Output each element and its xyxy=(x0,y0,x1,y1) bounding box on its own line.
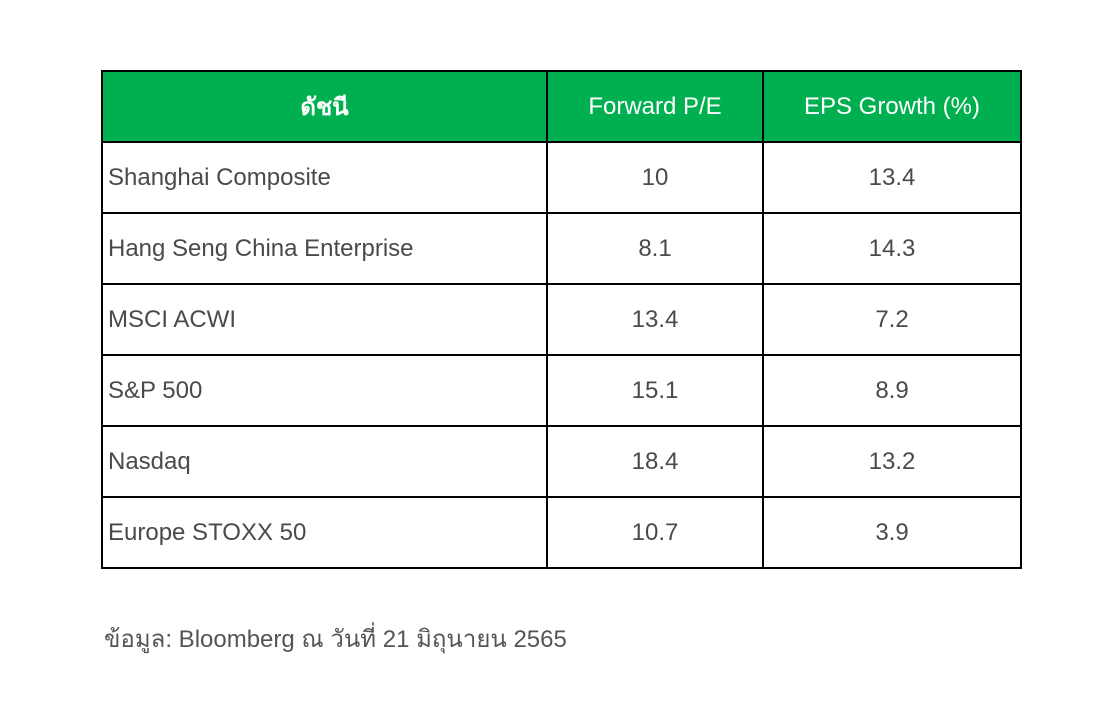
index-name-cell: Shanghai Composite xyxy=(101,141,548,214)
forward-pe-cell: 8.1 xyxy=(546,212,764,285)
table-row: Europe STOXX 50 10.7 3.9 xyxy=(101,496,1022,569)
index-name-cell: Europe STOXX 50 xyxy=(101,496,548,569)
table-row: Shanghai Composite 10 13.4 xyxy=(101,141,1022,214)
column-header-forward-pe: Forward P/E xyxy=(546,70,764,143)
table-row: Hang Seng China Enterprise 8.1 14.3 xyxy=(101,212,1022,285)
forward-pe-cell: 13.4 xyxy=(546,283,764,356)
index-name-cell: S&P 500 xyxy=(101,354,548,427)
index-name-cell: Nasdaq xyxy=(101,425,548,498)
table-row: Nasdaq 18.4 13.2 xyxy=(101,425,1022,498)
eps-growth-cell: 7.2 xyxy=(762,283,1022,356)
table-row: S&P 500 15.1 8.9 xyxy=(101,354,1022,427)
eps-growth-cell: 13.2 xyxy=(762,425,1022,498)
source-note: ข้อมูล: Bloomberg ณ วันที่ 21 มิถุนายน 2… xyxy=(104,626,567,653)
column-header-eps-growth: EPS Growth (%) xyxy=(762,70,1022,143)
forward-pe-cell: 15.1 xyxy=(546,354,764,427)
forward-pe-cell: 10 xyxy=(546,141,764,214)
index-name-cell: Hang Seng China Enterprise xyxy=(101,212,548,285)
column-header-index: ดัชนี xyxy=(101,70,548,143)
table-row: MSCI ACWI 13.4 7.2 xyxy=(101,283,1022,356)
eps-growth-cell: 8.9 xyxy=(762,354,1022,427)
index-name-cell: MSCI ACWI xyxy=(101,283,548,356)
eps-growth-cell: 14.3 xyxy=(762,212,1022,285)
table-header-row: ดัชนี Forward P/E EPS Growth (%) xyxy=(101,70,1022,143)
eps-growth-cell: 3.9 xyxy=(762,496,1022,569)
valuation-table: ดัชนี Forward P/E EPS Growth (%) Shangha… xyxy=(101,70,1022,569)
eps-growth-cell: 13.4 xyxy=(762,141,1022,214)
forward-pe-cell: 18.4 xyxy=(546,425,764,498)
forward-pe-cell: 10.7 xyxy=(546,496,764,569)
